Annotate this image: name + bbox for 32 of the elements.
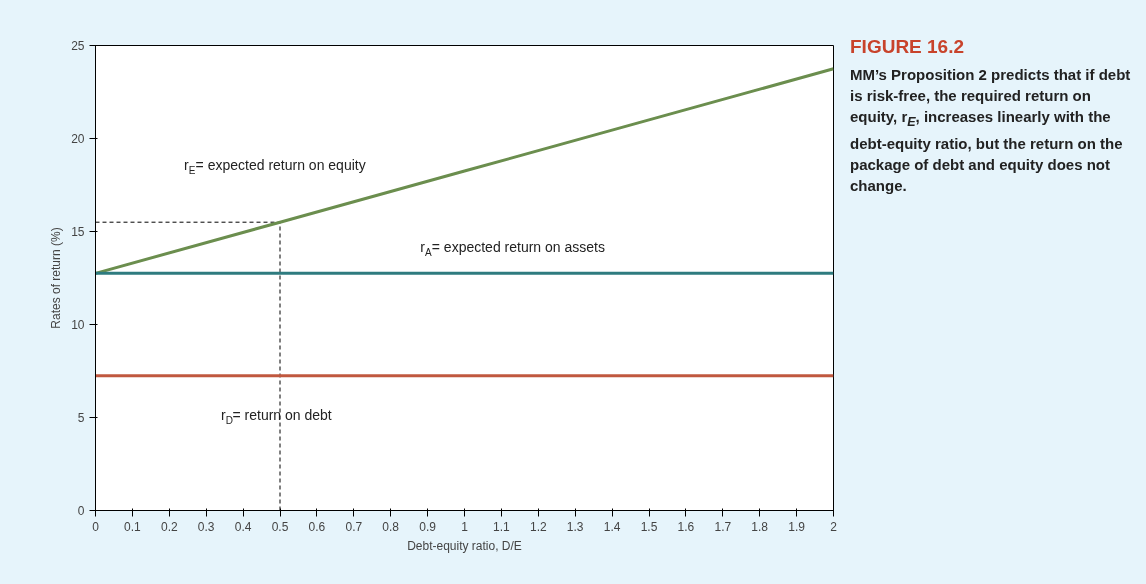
x-tick-label: 1.4 bbox=[603, 519, 621, 534]
x-tick-label: 1.3 bbox=[566, 519, 584, 534]
y-tick-label: 5 bbox=[77, 411, 85, 425]
x-tick-label: 1.5 bbox=[640, 519, 658, 534]
x-tick-label: 0.3 bbox=[197, 519, 215, 534]
x-tick-label: 0.2 bbox=[160, 519, 178, 534]
x-tick-label: 1.8 bbox=[751, 519, 769, 534]
y-tick-label: 15 bbox=[71, 225, 85, 239]
x-tick-label: 1.2 bbox=[529, 519, 547, 534]
x-tick-label: 0.4 bbox=[234, 519, 252, 534]
x-tick-label: 1.7 bbox=[714, 519, 732, 534]
x-tick-label: 0 bbox=[92, 519, 100, 534]
y-tick-label: 10 bbox=[71, 318, 85, 332]
x-tick-label: 0.9 bbox=[419, 519, 437, 534]
text: MM’s Proposition 2 predicts that if debt is risk-free, the required return on equity, r$_{E}$, increases linearly with the debt-equity ratio, but the return on the package of debt and equity does not change. bbox=[850, 65, 1132, 197]
line-series bbox=[95, 67, 834, 275]
x-tick-label: 1.6 bbox=[677, 519, 695, 534]
x-tick-label: 0.1 bbox=[124, 519, 142, 534]
x-tick-label: 0.6 bbox=[308, 519, 326, 534]
y-tick-label: 20 bbox=[71, 132, 85, 146]
x-tick-label: 1.9 bbox=[788, 519, 806, 534]
x-tick-label: 0.8 bbox=[382, 519, 400, 534]
x-tick-label: 0.5 bbox=[271, 519, 289, 534]
x-tick-label: 1 bbox=[461, 519, 469, 534]
x-tick-label: 2 bbox=[830, 519, 838, 534]
x-tick-label: 0.7 bbox=[345, 519, 363, 534]
x-tick-label: 1.1 bbox=[493, 519, 511, 534]
y-axis-title: Rates of return (%) bbox=[49, 227, 64, 329]
text: FIGURE 16.2 bbox=[850, 35, 966, 59]
y-tick-label: 25 bbox=[71, 39, 85, 53]
x-axis-title: Debt-equity ratio, D/E bbox=[407, 538, 522, 553]
y-tick-label: 0 bbox=[77, 504, 85, 518]
